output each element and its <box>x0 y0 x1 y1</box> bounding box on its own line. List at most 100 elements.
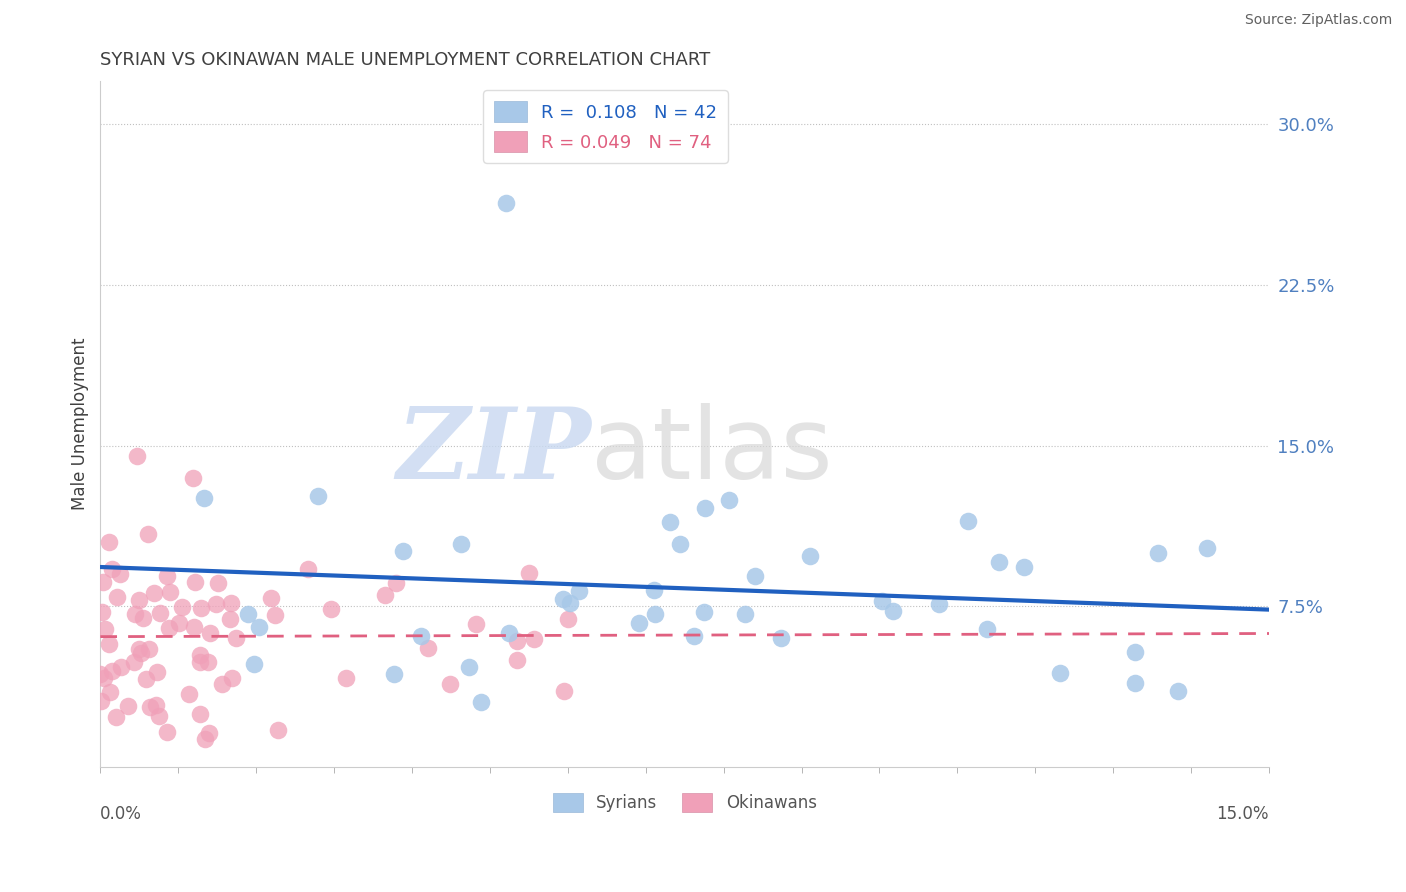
Point <box>266 723 288 737</box>
Point <box>128 593 150 607</box>
Point <box>148 709 170 723</box>
Point <box>129 647 152 661</box>
Point <box>382 667 405 681</box>
Point <box>374 588 396 602</box>
Point <box>146 665 169 679</box>
Point <box>643 583 665 598</box>
Point <box>1123 645 1146 659</box>
Point <box>799 549 821 564</box>
Point <box>470 695 492 709</box>
Point <box>205 597 228 611</box>
Point <box>132 611 155 625</box>
Point <box>553 684 575 698</box>
Point <box>211 677 233 691</box>
Point <box>1195 541 1218 556</box>
Legend: Syrians, Okinawans: Syrians, Okinawans <box>544 784 825 821</box>
Point <box>517 566 540 580</box>
Point <box>145 698 167 712</box>
Point <box>236 607 259 621</box>
Point <box>90 693 112 707</box>
Point <box>644 607 666 621</box>
Point <box>1012 559 1035 574</box>
Point <box>568 583 591 598</box>
Point <box>457 660 479 674</box>
Point <box>156 568 179 582</box>
Point <box>193 491 215 505</box>
Point <box>498 626 520 640</box>
Point <box>181 470 204 484</box>
Point <box>695 501 717 516</box>
Point <box>1146 546 1168 560</box>
Point <box>870 594 893 608</box>
Point <box>98 535 121 549</box>
Point <box>188 707 211 722</box>
Text: 0.0%: 0.0% <box>100 805 142 823</box>
Point <box>219 596 242 610</box>
Point <box>179 687 201 701</box>
Point <box>98 685 121 699</box>
Point <box>170 600 193 615</box>
Point <box>91 575 114 590</box>
Point <box>139 700 162 714</box>
Point <box>207 576 229 591</box>
Point <box>439 677 461 691</box>
Point <box>94 623 117 637</box>
Point <box>1049 666 1071 681</box>
Text: atlas: atlas <box>591 403 832 500</box>
Point <box>263 607 285 622</box>
Point <box>882 604 904 618</box>
Point <box>744 568 766 582</box>
Point <box>156 725 179 739</box>
Point <box>307 489 329 503</box>
Point <box>167 615 190 630</box>
Point <box>184 574 207 589</box>
Point <box>142 586 165 600</box>
Point <box>243 657 266 671</box>
Point <box>464 616 486 631</box>
Point <box>200 626 222 640</box>
Point <box>523 632 546 646</box>
Text: Source: ZipAtlas.com: Source: ZipAtlas.com <box>1244 13 1392 28</box>
Point <box>391 543 413 558</box>
Point <box>188 648 211 662</box>
Point <box>110 660 132 674</box>
Point <box>149 607 172 621</box>
Point <box>987 555 1010 569</box>
Point <box>97 637 120 651</box>
Point <box>89 667 111 681</box>
Point <box>221 671 243 685</box>
Point <box>247 620 270 634</box>
Point <box>135 673 157 687</box>
Point <box>1167 684 1189 698</box>
Point <box>297 562 319 576</box>
Point <box>717 493 740 508</box>
Text: 15.0%: 15.0% <box>1216 805 1270 823</box>
Point <box>335 671 357 685</box>
Text: ZIP: ZIP <box>396 403 591 500</box>
Point <box>194 731 217 746</box>
Point <box>183 620 205 634</box>
Point <box>734 607 756 621</box>
Point <box>416 640 439 655</box>
Point <box>260 591 283 606</box>
Point <box>110 567 132 582</box>
Point <box>198 726 221 740</box>
Point <box>105 710 128 724</box>
Point <box>138 642 160 657</box>
Point <box>159 585 181 599</box>
Point <box>197 656 219 670</box>
Point <box>683 630 706 644</box>
Point <box>495 196 517 211</box>
Point <box>188 655 211 669</box>
Point <box>117 698 139 713</box>
Point <box>124 655 146 669</box>
Point <box>1123 675 1146 690</box>
Point <box>553 591 575 606</box>
Point <box>101 562 124 576</box>
Point <box>136 527 159 541</box>
Point <box>628 616 651 631</box>
Point <box>928 597 950 611</box>
Point <box>956 514 979 528</box>
Point <box>105 590 128 604</box>
Point <box>101 665 124 679</box>
